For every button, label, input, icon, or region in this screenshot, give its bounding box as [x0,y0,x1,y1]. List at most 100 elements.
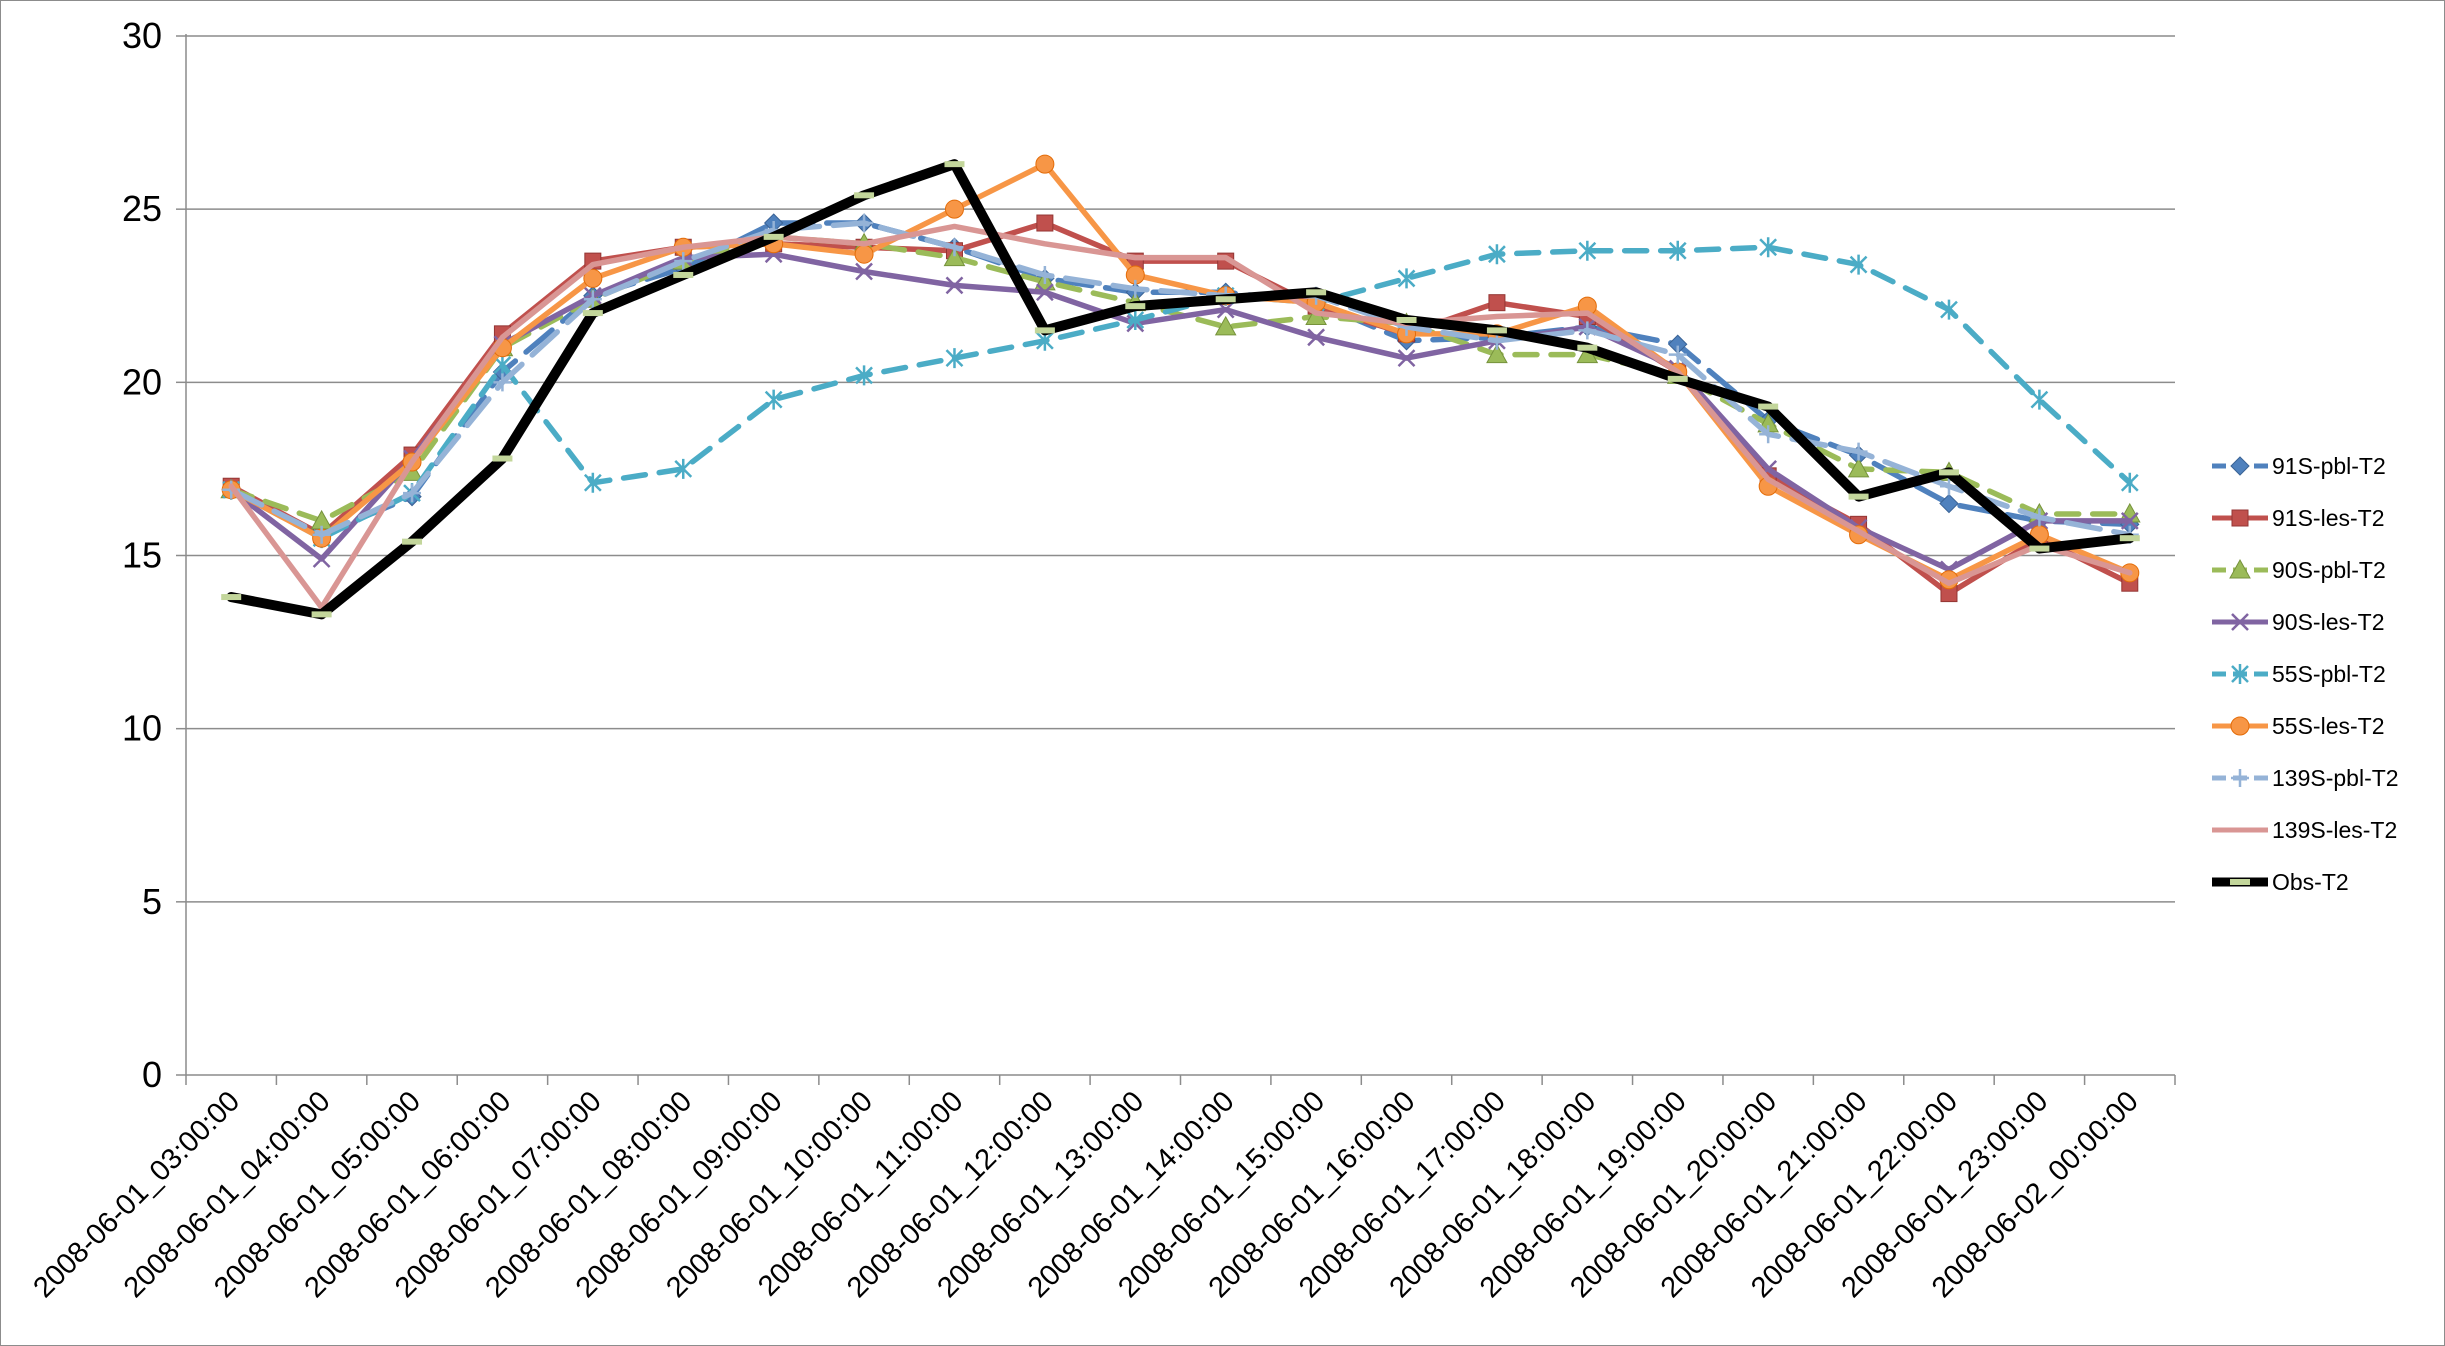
data-point [1668,240,1687,261]
data-point [1488,244,1506,265]
data-point [854,192,875,199]
data-point [1486,343,1508,364]
series-Obs-T2 [221,159,2140,620]
data-point [673,271,694,278]
data-point [1759,425,1778,444]
data-point [403,484,422,503]
y-tick-label: 0 [142,1054,162,1095]
data-point [944,161,965,168]
legend-item: 55S-les-T2 [2212,713,2384,739]
legend-marker [2230,456,2250,476]
legend-label: 55S-pbl-T2 [2272,661,2386,687]
y-tick-label: 10 [122,708,162,749]
data-point [1034,327,1055,334]
data-point [1849,254,1868,275]
data-point [1215,296,1236,303]
y-tick-label: 30 [122,15,162,56]
data-point [2119,535,2140,542]
legend-label: 91S-les-T2 [2272,505,2384,531]
legend-marker [2231,509,2249,527]
data-point [1126,279,1145,298]
y-tick-label: 25 [122,188,162,229]
data-point [945,238,964,257]
legend-item: 139S-pbl-T2 [2212,765,2399,791]
data-point [493,355,512,376]
data-point [1036,214,1054,232]
data-point [855,365,873,386]
data-point [674,458,693,479]
series-line [228,161,2133,583]
legend-item: 90S-pbl-T2 [2212,557,2386,583]
legend-label: 139S-les-T2 [2272,817,2397,843]
data-point [2029,545,2050,552]
data-point [1668,345,1687,364]
data-point [763,233,784,240]
data-point [854,244,874,264]
legend-item: 90S-les-T2 [2212,609,2384,635]
data-point [1035,154,1055,174]
data-point [674,252,693,271]
legend: 91S-pbl-T2 91S-les-T2 90S-pbl-T2 90S-les-T2… [2212,453,2399,895]
data-point [855,262,873,281]
data-point [1939,493,1959,514]
series-line [228,220,2133,538]
data-point [1758,403,1779,410]
data-point [1577,344,1598,351]
data-point [2120,511,2139,530]
legend-item: 55S-pbl-T2 [2212,661,2386,687]
series-line [228,244,2133,541]
legend-marker [2231,664,2249,684]
data-point [1939,477,1958,496]
data-point [1125,303,1146,310]
data-point [1126,309,1145,330]
data-point [1397,268,1416,289]
series-lines [220,154,2141,620]
data-point [764,389,783,410]
series-line [226,159,2135,620]
legend-label: 91S-pbl-T2 [2272,453,2386,479]
legend-marker [2230,879,2250,885]
data-point [583,472,602,493]
legend-item: Obs-T2 [2212,869,2349,895]
y-tick-label: 20 [122,361,162,402]
data-point [1036,283,1054,302]
data-point [1667,375,1688,382]
data-point [855,214,874,233]
gridlines [186,35,2175,903]
y-tick-label: 15 [122,535,162,576]
y-tick-label: 5 [142,881,162,922]
data-point [582,310,603,317]
series-line [228,251,2133,573]
data-point [312,550,331,568]
legend-label: 90S-pbl-T2 [2272,557,2386,583]
data-point [1847,457,1870,478]
data-point [945,276,964,295]
data-point [312,525,331,544]
legend-label: 55S-les-T2 [2272,713,2384,739]
data-point [1759,237,1778,258]
data-point [1396,316,1417,323]
legend-marker [2231,613,2249,631]
data-point [1938,469,1959,476]
data-point [402,538,423,545]
data-point [1214,315,1237,336]
legend-marker [2230,716,2250,736]
data-point [221,594,242,601]
series-139S-les-T2 [228,223,2133,611]
data-point [492,455,513,462]
data-point [1578,321,1597,340]
data-point [2030,508,2049,527]
legend-item: 139S-les-T2 [2212,817,2397,843]
legend-marker [2231,769,2249,787]
data-point [2120,472,2139,493]
legend-label: 90S-les-T2 [2272,609,2384,635]
series-139S-pbl-T2 [222,214,2139,544]
data-point [1397,349,1416,367]
data-point [583,290,602,309]
data-point [1307,328,1325,347]
data-point [493,373,512,392]
data-point [1035,265,1054,284]
